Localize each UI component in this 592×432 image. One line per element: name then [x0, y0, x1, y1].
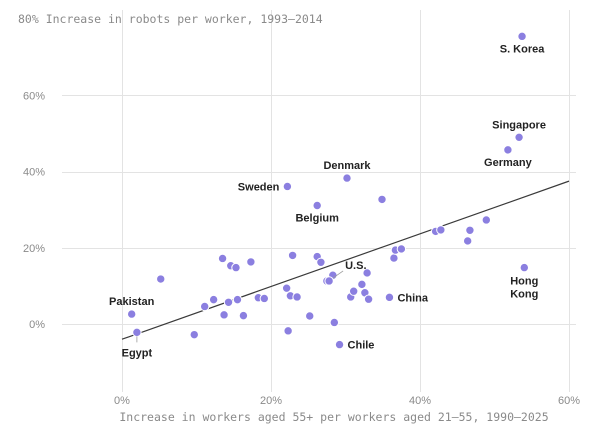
data-point-egypt: [132, 327, 142, 338]
data-point: [292, 292, 302, 302]
data-point: [357, 279, 367, 290]
point-label-pakistan: Pakistan: [109, 296, 155, 308]
data-point: [362, 268, 372, 278]
x-tick-label: 20%: [260, 395, 282, 407]
data-point-chile: [334, 339, 345, 350]
x-tick-label: 60%: [558, 395, 580, 407]
data-point: [246, 257, 256, 267]
data-point: [389, 253, 399, 263]
data-point: [259, 293, 269, 304]
data-point-s-korea: [517, 31, 527, 42]
data-point: [199, 301, 210, 312]
y-tick-label: 40%: [23, 167, 45, 179]
data-point: [465, 225, 475, 235]
data-point: [231, 262, 241, 273]
tick-labels: 0% 20% 40% 60% 0% 20% 40% 60%: [23, 90, 580, 407]
data-point-germany: [503, 145, 513, 155]
data-point-u-s-: [324, 276, 334, 286]
data-point: [377, 194, 387, 205]
x-axis-title: Increase in workers aged 55+ per workers…: [119, 410, 548, 424]
data-point: [481, 215, 492, 225]
data-point: [396, 244, 407, 254]
data-points: [126, 31, 529, 350]
data-point-pakistan: [126, 309, 137, 319]
data-point-china: [384, 292, 395, 303]
data-point: [189, 329, 199, 340]
point-label-egypt: Egypt: [122, 347, 153, 359]
data-point: [217, 253, 228, 264]
point-label-china: China: [397, 292, 428, 304]
label-leader: [332, 270, 344, 279]
data-point-sweden: [282, 181, 293, 192]
data-point: [363, 294, 374, 304]
data-point-belgium: [312, 200, 322, 211]
data-point: [283, 326, 293, 336]
point-label-u-s-: U.S.: [345, 260, 366, 272]
x-tick-label: 40%: [409, 395, 431, 407]
y-tick-label: 20%: [23, 243, 45, 255]
x-tick-label: 0%: [114, 395, 130, 407]
data-point: [232, 294, 243, 305]
point-label-germany: Germany: [484, 157, 533, 169]
point-label-sweden: Sweden: [238, 181, 280, 193]
point-labels: S. Korea Singapore Germany Denmark Sweden Bel…: [109, 43, 546, 359]
point-label-hong-kong: Hong Kong: [510, 276, 538, 301]
data-point-hong-kong: [519, 262, 529, 273]
data-point: [462, 236, 473, 246]
data-point: [348, 286, 359, 296]
data-point: [219, 310, 229, 320]
data-point: [436, 225, 446, 235]
data-point: [238, 310, 249, 321]
data-point: [281, 283, 292, 293]
chart-title: 80% Increase in robots per worker, 1993–…: [18, 12, 323, 26]
data-point: [223, 297, 234, 307]
trendline-layer: [121, 180, 570, 340]
data-point: [156, 274, 166, 284]
data-point-denmark: [342, 173, 352, 183]
data-point: [316, 257, 326, 267]
data-point-singapore: [514, 132, 524, 143]
point-label-s-korea: S. Korea: [500, 43, 546, 55]
data-point: [329, 317, 340, 328]
trendline: [121, 180, 570, 340]
point-label-belgium: Belgium: [295, 213, 339, 225]
y-tick-label: 0%: [29, 319, 45, 331]
data-point: [305, 311, 315, 321]
y-tick-label: 60%: [23, 90, 45, 102]
point-label-denmark: Denmark: [323, 160, 371, 172]
data-point: [287, 250, 298, 261]
point-label-chile: Chile: [348, 340, 375, 352]
gridlines: [62, 10, 576, 392]
data-point: [208, 294, 219, 305]
point-label-singapore: Singapore: [492, 119, 546, 131]
